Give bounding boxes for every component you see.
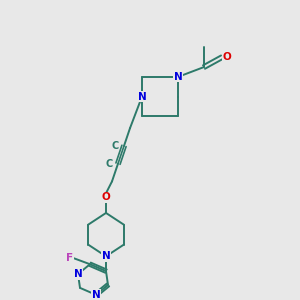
Text: N: N — [74, 269, 82, 279]
Text: C: C — [105, 159, 112, 169]
Text: N: N — [174, 72, 182, 82]
Text: O: O — [102, 192, 110, 202]
Text: N: N — [102, 251, 110, 261]
Text: N: N — [138, 92, 146, 102]
Text: F: F — [66, 253, 74, 263]
Text: O: O — [223, 52, 231, 62]
Text: N: N — [92, 290, 100, 300]
Text: C: C — [111, 141, 118, 151]
